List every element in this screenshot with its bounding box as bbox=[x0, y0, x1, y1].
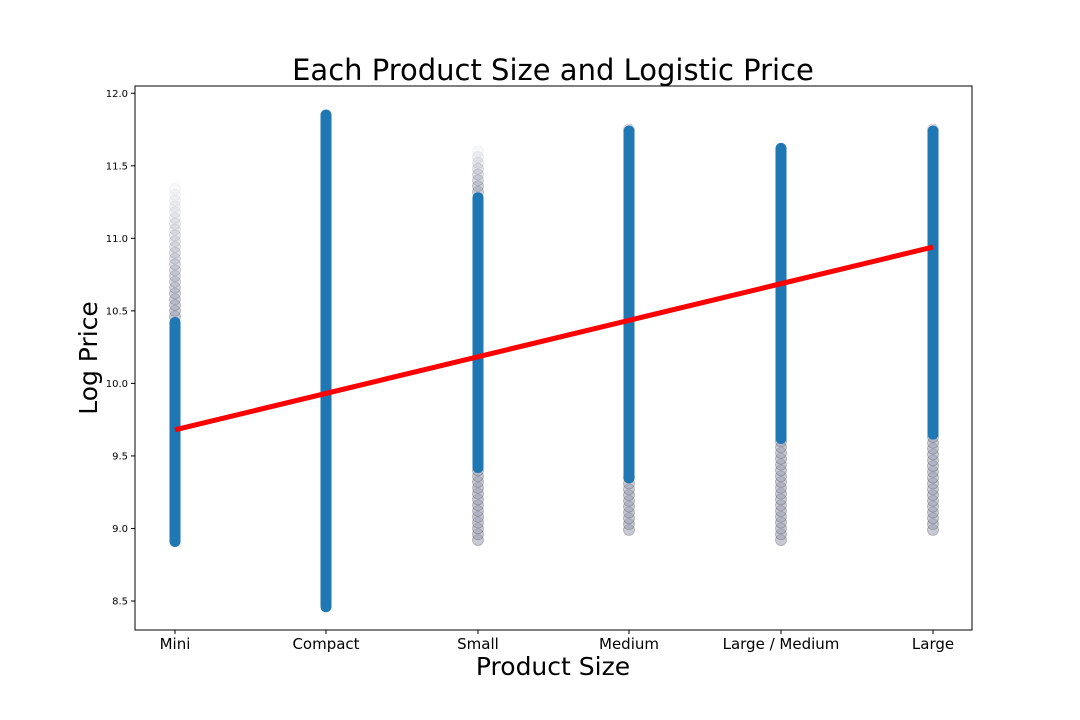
y-axis-label: Log Price bbox=[74, 301, 103, 415]
scatter-point bbox=[472, 168, 484, 181]
scatter-point bbox=[169, 229, 181, 242]
scatter-point bbox=[472, 145, 484, 158]
scatter-point bbox=[169, 188, 181, 201]
chart-title: Each Product Size and Logistic Price bbox=[292, 53, 814, 87]
y-tick-label: 10.0 bbox=[106, 379, 128, 390]
scatter-point bbox=[169, 206, 181, 219]
scatter-column bbox=[775, 142, 787, 546]
scatter-point bbox=[169, 200, 181, 213]
scatter-point bbox=[169, 223, 181, 236]
y-tick-label: 10.5 bbox=[106, 306, 128, 317]
x-tick-label: Compact bbox=[292, 635, 359, 653]
scatter-point bbox=[169, 258, 181, 271]
scatter-point bbox=[169, 212, 181, 224]
scatter-point bbox=[169, 293, 181, 306]
x-tick-label: Small bbox=[457, 635, 499, 653]
scatter-dense-band bbox=[623, 125, 635, 484]
y-tick-label: 11.5 bbox=[106, 161, 128, 172]
scatter-point bbox=[169, 304, 181, 317]
scatter-point bbox=[169, 275, 181, 288]
scatter-point bbox=[169, 241, 181, 253]
scatter-point bbox=[472, 156, 484, 169]
scatter-column bbox=[320, 109, 332, 613]
y-tick-label: 8.5 bbox=[112, 596, 128, 607]
x-tick-label: Mini bbox=[160, 635, 191, 653]
scatter-dense-band bbox=[775, 142, 787, 445]
y-tick-label: 12.0 bbox=[106, 89, 128, 100]
scatter-point bbox=[169, 183, 181, 195]
x-tick-label: Large / Medium bbox=[723, 635, 840, 653]
y-tick-label: 11.0 bbox=[106, 234, 128, 245]
scatter-point bbox=[169, 246, 181, 259]
scatter-column bbox=[927, 123, 939, 536]
scatter-point bbox=[169, 270, 181, 282]
scatter-column bbox=[472, 145, 484, 546]
y-tick-label: 9.5 bbox=[112, 451, 128, 462]
scatter-point bbox=[169, 281, 181, 294]
scatter-point bbox=[169, 217, 181, 230]
plot-frame bbox=[134, 85, 973, 631]
x-axis: Mini Compact Small Medium Large / Medium Larg… bbox=[160, 630, 954, 653]
scatter-point bbox=[472, 174, 484, 187]
scatter-point bbox=[472, 162, 484, 175]
fit-layer bbox=[174, 244, 934, 433]
scatter-dense-band bbox=[169, 316, 181, 548]
scatter-dense-band bbox=[320, 109, 332, 613]
scatter-dense-band bbox=[927, 125, 939, 440]
scatter-point bbox=[472, 151, 484, 163]
scatter-point bbox=[472, 180, 484, 192]
x-tick-label: Medium bbox=[599, 635, 659, 653]
scatter-point bbox=[169, 264, 181, 277]
scatter-column bbox=[169, 183, 181, 548]
x-tick-label: Large bbox=[912, 635, 954, 653]
y-axis: 8.5 9.0 9.5 10.0 10.5 11.0 11.5 12.0 bbox=[106, 89, 135, 607]
y-tick-label: 9.0 bbox=[112, 524, 128, 535]
scatter-point bbox=[169, 252, 181, 265]
scatter-point bbox=[169, 299, 181, 311]
regression-line bbox=[174, 244, 934, 433]
scatter-point bbox=[169, 194, 181, 207]
scatter-dense-band bbox=[472, 192, 484, 474]
scatter-point bbox=[169, 235, 181, 248]
x-axis-label: Product Size bbox=[476, 652, 630, 681]
points-layer bbox=[169, 109, 939, 613]
scatter-column bbox=[623, 123, 635, 536]
scatter-point bbox=[169, 287, 181, 300]
